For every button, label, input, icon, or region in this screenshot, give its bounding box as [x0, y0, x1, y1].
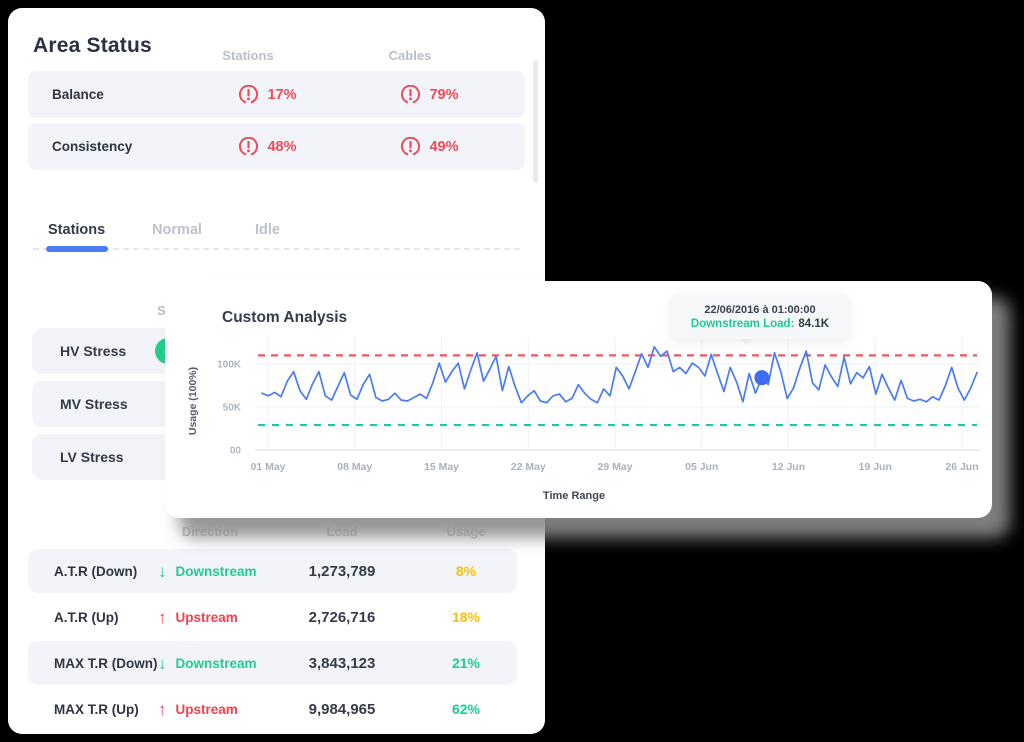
x-tick-label: 15 May: [424, 461, 459, 473]
table-header-direction: Direction: [181, 524, 239, 539]
arrow-up-icon: ↑: [158, 699, 167, 719]
load-value: 3,843,123: [308, 654, 376, 672]
x-tick-label: 29 May: [597, 461, 632, 473]
direction-cell: ↑ Upstream: [158, 595, 238, 639]
x-tick-label: 08 May: [337, 461, 372, 473]
usage-value: 62%: [451, 701, 481, 717]
tab-stations[interactable]: Stations: [48, 222, 106, 238]
column-header-cables: Cables: [388, 48, 432, 63]
status-row-consistency: Consistency 48% 49%: [28, 123, 525, 170]
direction-cell: ↑ Upstream: [158, 687, 238, 731]
usage-series-line: [261, 345, 978, 404]
x-tick-label: 19 Jun: [859, 461, 892, 473]
tooltip-datetime: 22/06/2016 à 01:00:00: [704, 304, 816, 316]
table-header-load: Load: [326, 524, 358, 539]
card-title: Custom Analysis: [222, 309, 348, 326]
x-tick-label: 05 Jun: [685, 461, 718, 473]
status-row-balance: Balance 17% 79%: [28, 71, 525, 118]
load-value: 1,273,789: [308, 562, 376, 580]
tooltip-value: 84.1K: [798, 318, 830, 330]
status-row-label: Consistency: [52, 139, 133, 154]
x-tick-label: 01 May: [250, 461, 285, 473]
warning-icon: [239, 137, 259, 156]
status-cell: 48%: [213, 123, 323, 170]
x-axis-label: Time Range: [543, 490, 605, 502]
status-percentage: 49%: [429, 138, 459, 155]
table-row-label: MAX T.R (Down): [54, 655, 158, 671]
status-cell: 49%: [375, 123, 485, 170]
table-row-label: A.T.R (Up): [54, 609, 119, 625]
status-percentage: 17%: [267, 86, 297, 103]
load-value: 2,726,716: [308, 608, 376, 626]
tooltip-series-label: Downstream Load:: [690, 318, 795, 330]
stress-item-label: LV Stress: [60, 449, 124, 465]
warning-icon: [401, 137, 421, 156]
tooltip-value-line: Downstream Load: 84.1K: [691, 318, 829, 330]
usage-line-chart[interactable]: 00 50K 100K 01 May 08 May 15 May 22 May 29 May 0…: [165, 281, 992, 518]
selected-point-marker[interactable]: [754, 370, 770, 386]
warning-icon: [401, 85, 421, 104]
table-row-label: A.T.R (Down): [54, 563, 138, 579]
table-row-label: MAX T.R (Up): [54, 701, 139, 717]
y-tick-label: 100K: [217, 360, 242, 371]
status-row-label: Balance: [52, 87, 104, 102]
table-row: A.T.R (Down) ↓ Downstream 1,273,789 8%: [28, 549, 517, 593]
status-cell: 17%: [213, 71, 323, 118]
load-value: 9,984,965: [308, 700, 376, 718]
y-tick-label: 50K: [223, 403, 242, 414]
stress-item-label: MV Stress: [60, 396, 128, 412]
table-row: A.T.R (Up) ↑ Upstream 2,726,716 18%: [28, 595, 517, 639]
arrow-down-icon: ↓: [158, 653, 167, 673]
x-tick-label: 22 May: [511, 461, 546, 473]
direction-cell: ↓ Downstream: [158, 641, 257, 685]
status-percentage: 48%: [267, 138, 297, 155]
warning-icon: [239, 85, 259, 104]
table-header-usage: Usage: [446, 524, 486, 539]
tabs-separator: [33, 248, 520, 250]
direction-cell: ↓ Downstream: [158, 549, 257, 593]
arrow-down-icon: ↓: [158, 561, 167, 581]
y-tick-label: 00: [230, 446, 242, 457]
table-row: MAX T.R (Down) ↓ Downstream 3,843,123 21%: [28, 641, 517, 685]
tab-normal[interactable]: Normal: [152, 222, 202, 238]
chart-tooltip: 22/06/2016 à 01:00:00 Downstream Load: 84…: [670, 295, 850, 339]
x-tick-label: 12 Jun: [772, 461, 805, 473]
direction-label: Upstream: [175, 701, 238, 717]
direction-label: Downstream: [175, 563, 257, 579]
usage-value: 21%: [451, 655, 481, 671]
y-axis-label: Usage (100%): [187, 367, 199, 435]
table-row: MAX T.R (Up) ↑ Upstream 9,984,965 62%: [28, 687, 517, 731]
scrollbar-thumb[interactable]: [533, 60, 538, 183]
hidden-column-header-fragment: S: [157, 303, 166, 318]
stress-item-label: HV Stress: [60, 343, 127, 359]
status-percentage: 79%: [429, 86, 459, 103]
usage-value: 18%: [451, 609, 481, 625]
direction-label: Upstream: [175, 609, 238, 625]
status-cell: 79%: [375, 71, 485, 118]
page-title: Area Status: [33, 34, 152, 57]
active-tab-underline: [46, 246, 108, 252]
column-header-stations: Stations: [222, 48, 274, 63]
custom-analysis-card: Custom Analysis 00 50K 100K 01 May 08 May 15 …: [165, 281, 992, 518]
arrow-up-icon: ↑: [158, 607, 167, 627]
x-tick-label: 26 Jun: [945, 461, 978, 473]
usage-value: 8%: [455, 563, 477, 579]
tab-idle[interactable]: Idle: [255, 222, 280, 238]
direction-label: Downstream: [175, 655, 257, 671]
